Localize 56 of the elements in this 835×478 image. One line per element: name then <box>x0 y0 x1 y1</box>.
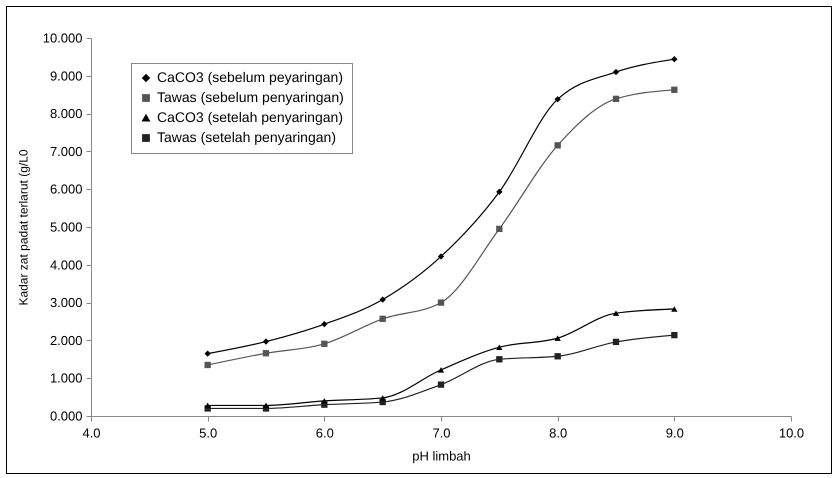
y-tick-label: 7.000 <box>50 144 82 159</box>
x-tick-label: 9.0 <box>666 426 684 440</box>
y-tick-label: 2.000 <box>50 332 82 348</box>
point <box>496 188 502 196</box>
x-tick-label: 8.0 <box>549 426 568 440</box>
y-tick-label: 4.000 <box>50 257 82 272</box>
point <box>554 335 561 341</box>
point <box>380 316 386 322</box>
point <box>262 338 270 345</box>
point <box>554 142 561 149</box>
legend-label: Tawas (sebelum penyaringan) <box>157 89 344 105</box>
point <box>262 350 270 356</box>
y-tick-label: 10.000 <box>42 30 82 46</box>
point <box>380 296 386 303</box>
y-tick-label: 3.000 <box>50 295 82 310</box>
point <box>671 306 678 312</box>
y-tick-label: 5.000 <box>50 220 82 234</box>
point <box>671 332 678 338</box>
y-tick-label: 1.000 <box>50 370 82 386</box>
y-tick-label: 9.000 <box>50 68 82 84</box>
point <box>204 402 211 408</box>
y-axis-title: Kadar zat padat terlarut (g/L0 <box>16 149 31 306</box>
x-tick-label: 5.0 <box>199 426 218 440</box>
point <box>612 310 620 316</box>
point <box>438 381 444 388</box>
point <box>671 86 678 93</box>
point <box>671 56 678 62</box>
point <box>554 353 561 360</box>
legend-label: CaCO3 (setelah penyaringan) <box>157 109 343 125</box>
point <box>438 253 444 260</box>
x-axis-title: pH limbah <box>412 448 471 464</box>
point <box>321 320 328 328</box>
point <box>496 356 502 362</box>
point <box>612 68 620 76</box>
point <box>496 226 502 232</box>
x-tick-label: 6.0 <box>316 426 334 440</box>
point <box>496 344 502 350</box>
point <box>262 402 270 408</box>
point <box>612 96 620 102</box>
x-tick-label: 4.0 <box>82 426 101 440</box>
point <box>612 338 620 346</box>
y-tick-label: 8.000 <box>50 106 82 122</box>
point <box>554 96 561 102</box>
y-tick-label: 0.000 <box>50 408 82 424</box>
x-tick-label: 7.0 <box>432 426 451 440</box>
point <box>204 350 211 357</box>
legend-label: CaCO3 (sebelum peyaringan) <box>157 69 343 85</box>
point <box>438 299 444 306</box>
point <box>321 340 328 347</box>
legend-label: Tawas (setelah penyaringan) <box>157 129 336 145</box>
y-tick-label: 6.000 <box>50 182 82 197</box>
point <box>204 362 211 368</box>
point <box>438 367 444 373</box>
point <box>380 395 386 401</box>
point <box>321 398 328 404</box>
x-tick-label: 10.0 <box>778 426 804 440</box>
